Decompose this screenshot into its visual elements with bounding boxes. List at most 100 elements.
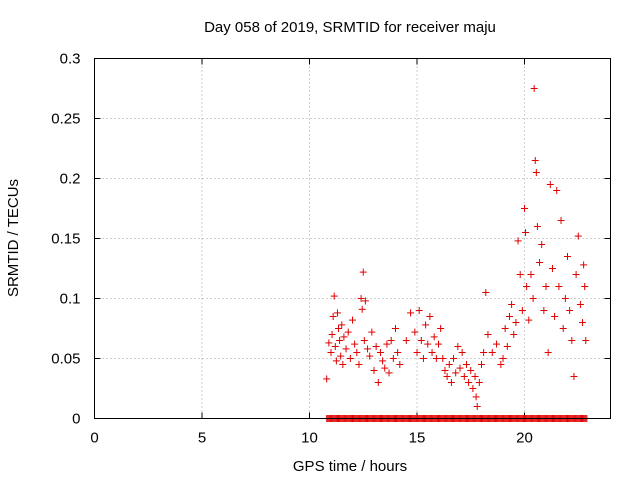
x-axis-label: GPS time / hours: [293, 458, 407, 475]
data-point: [424, 340, 432, 348]
data-point: [473, 403, 481, 410]
data-point: [366, 352, 374, 360]
data-point: [467, 367, 475, 374]
data-point: [439, 355, 447, 362]
y-tick-label: 0.25: [51, 111, 80, 128]
data-point: [443, 373, 451, 380]
data-point: [383, 340, 391, 348]
data-point: [581, 283, 589, 290]
data-point: [525, 316, 533, 324]
data-point: [327, 349, 335, 356]
data-point: [323, 375, 331, 383]
data-point: [435, 340, 442, 348]
data-point: [346, 355, 354, 362]
data-point: [335, 325, 343, 332]
data-point: [342, 345, 350, 353]
data-points: [323, 85, 591, 422]
data-point: [576, 301, 584, 308]
data-point: [407, 309, 415, 317]
data-point: [402, 337, 410, 344]
data-point: [570, 373, 578, 380]
data-point: [415, 307, 423, 314]
chart-title: Day 058 of 2019, SRMTID for receiver maj…: [204, 19, 496, 36]
data-point: [533, 223, 541, 230]
plot-frame: [94, 58, 611, 419]
data-point: [359, 268, 367, 276]
data-point: [572, 271, 580, 278]
data-point: [387, 337, 395, 344]
data-point: [503, 343, 511, 350]
data-point: [394, 349, 402, 356]
data-point: [557, 217, 565, 224]
data-point: [460, 373, 468, 380]
y-tick-label: 0.2: [60, 171, 81, 188]
data-point: [437, 325, 445, 332]
data-point: [566, 307, 574, 314]
data-point: [329, 313, 337, 320]
data-point: [339, 361, 347, 368]
x-tick-label: 15: [409, 430, 426, 447]
data-point: [574, 232, 582, 240]
data-point: [351, 340, 359, 348]
data-point: [546, 181, 554, 188]
data-point: [480, 349, 488, 356]
data-point: [582, 337, 590, 344]
data-point: [328, 331, 336, 338]
data-point: [368, 328, 376, 336]
data-point: [419, 355, 427, 362]
data-point: [447, 379, 455, 386]
data-point: [430, 333, 438, 341]
data-point: [531, 157, 539, 164]
data-point: [478, 361, 485, 368]
data-point: [529, 295, 537, 302]
y-tick-label: 0.05: [51, 351, 80, 368]
data-point: [413, 349, 421, 356]
data-point: [364, 345, 372, 353]
data-point: [396, 361, 404, 368]
data-point: [331, 343, 339, 350]
data-point: [532, 169, 540, 176]
data-point: [482, 289, 490, 296]
data-point: [361, 297, 369, 305]
data-point: [381, 364, 389, 372]
data-point: [472, 393, 480, 401]
data-point: [501, 325, 509, 332]
data-point: [349, 316, 356, 324]
data-point: [469, 385, 477, 392]
data-point: [332, 357, 340, 365]
data-point: [358, 305, 366, 313]
data-point: [462, 361, 470, 368]
data-point: [445, 361, 453, 368]
data-point: [357, 295, 365, 302]
grid: [94, 58, 611, 419]
data-point: [385, 369, 393, 377]
data-point: [484, 331, 492, 338]
y-axis-label: SRMTID / TECUs: [5, 179, 22, 297]
data-point: [512, 319, 520, 326]
x-tick-label: 5: [198, 430, 206, 447]
data-point: [338, 321, 346, 329]
data-point: [337, 352, 345, 360]
data-point: [376, 349, 384, 356]
data-point: [518, 307, 526, 314]
y-tick-label: 0: [72, 411, 80, 428]
data-point: [544, 349, 552, 356]
data-point: [538, 241, 546, 248]
data-point: [344, 328, 352, 336]
data-point: [379, 357, 387, 365]
data-point: [522, 229, 530, 236]
data-point: [542, 283, 550, 290]
data-point: [551, 313, 559, 320]
data-point: [465, 379, 473, 386]
x-tick-label: 20: [516, 430, 533, 447]
data-point: [450, 355, 458, 362]
data-point: [516, 271, 524, 278]
data-point: [456, 364, 464, 372]
data-point: [497, 361, 505, 368]
data-point: [360, 337, 368, 344]
data-point: [458, 349, 466, 356]
data-point: [553, 187, 561, 194]
y-tick-label: 0.1: [60, 291, 81, 308]
data-point: [579, 319, 587, 326]
